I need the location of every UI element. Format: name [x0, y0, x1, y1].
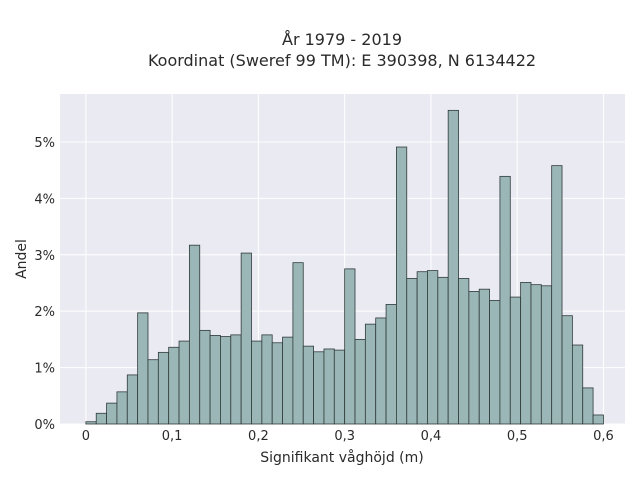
- histogram-bar: [571, 344, 584, 425]
- histogram-bar: [458, 278, 470, 425]
- histogram-bar: [209, 335, 221, 425]
- histogram-bar: [251, 340, 263, 425]
- chart-title-line1: År 1979 - 2019: [282, 30, 402, 49]
- histogram-bar: [561, 315, 573, 425]
- x-tick-label: 0,3: [334, 429, 355, 444]
- x-tick-label: 0,6: [593, 429, 614, 444]
- histogram-bar: [313, 351, 325, 425]
- histogram-bar: [137, 312, 149, 425]
- histogram-bar: [499, 175, 511, 425]
- y-tick-label: 5%: [34, 136, 55, 151]
- bars: [85, 109, 604, 425]
- histogram-bar: [540, 285, 553, 425]
- histogram-bar: [530, 284, 542, 425]
- x-tick-label: 0: [82, 429, 90, 444]
- histogram-bar: [302, 345, 315, 425]
- histogram-bar: [416, 271, 428, 425]
- histogram-bar: [582, 387, 594, 425]
- histogram-bar: [178, 340, 190, 425]
- histogram-bar: [447, 109, 459, 425]
- histogram-bar: [375, 317, 387, 425]
- histogram-bar: [551, 165, 563, 425]
- y-tick-label: 4%: [34, 192, 55, 207]
- x-axis-label: Signifikant våghöjd (m): [260, 449, 423, 466]
- histogram-bar: [364, 323, 377, 425]
- x-tick-label: 0,5: [507, 429, 528, 444]
- histogram-bar: [509, 296, 522, 425]
- y-tick-label: 2%: [34, 305, 55, 320]
- histogram-bar: [592, 414, 604, 425]
- histogram-bar: [437, 276, 449, 425]
- y-tick-label: 3%: [34, 249, 55, 264]
- histogram-bar: [385, 304, 397, 425]
- histogram-bar: [292, 262, 304, 425]
- x-tick-label: 0,2: [248, 429, 269, 444]
- histogram-bar: [220, 336, 232, 425]
- histogram-bar: [333, 349, 346, 425]
- histogram-bar: [261, 334, 273, 425]
- histogram-bar: [468, 291, 480, 425]
- histogram-bar: [230, 334, 242, 425]
- y-tick-label: 1%: [34, 362, 55, 377]
- histogram-bar: [126, 374, 139, 425]
- y-axis-label: Andel: [14, 239, 30, 279]
- histogram-bar: [396, 146, 408, 425]
- histogram-bar: [188, 244, 201, 425]
- x-tick-labels: 0 0,1 0,2 0,3 0,4 0,5 0,6: [82, 429, 614, 444]
- histogram-bar: [199, 329, 211, 425]
- chart-title-line2: Koordinat (Sweref 99 TM): E 390398, N 61…: [148, 51, 536, 70]
- histogram-bar: [85, 421, 97, 425]
- histogram-bar: [147, 359, 159, 425]
- histogram-bar: [95, 412, 107, 425]
- histogram-bar: [489, 300, 501, 425]
- histogram-bar: [354, 338, 366, 425]
- x-tick-label: 0,1: [162, 429, 183, 444]
- histogram-bar: [282, 336, 294, 425]
- x-tick-label: 0,4: [421, 429, 442, 444]
- histogram-bar: [478, 288, 490, 425]
- y-tick-label: 0%: [34, 418, 55, 433]
- histogram-bar: [344, 268, 356, 425]
- histogram-bar: [406, 278, 418, 425]
- histogram-bar: [106, 402, 118, 425]
- histogram-bar: [271, 342, 283, 425]
- histogram-bar: [157, 351, 170, 425]
- histogram-bar: [168, 346, 180, 425]
- histogram-bar: [323, 348, 335, 425]
- histogram-bar: [520, 282, 532, 425]
- histogram-bar: [116, 391, 128, 425]
- y-tick-labels: 0% 1% 2% 3% 4% 5%: [34, 136, 55, 433]
- histogram-bar: [240, 252, 252, 425]
- histogram-bar: [427, 270, 439, 425]
